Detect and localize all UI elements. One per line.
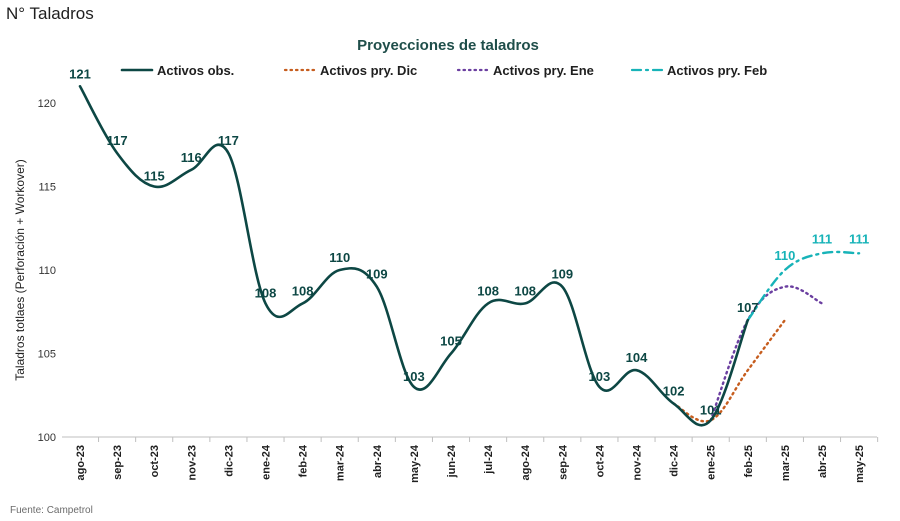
source-note: Fuente: Campetrol [10, 505, 93, 516]
x-tick-label: ago-23 [75, 445, 87, 480]
x-tick-label: oct-24 [594, 444, 606, 477]
x-tick-label: dic-24 [669, 444, 681, 477]
x-tick-label: ene-24 [261, 444, 273, 480]
series-group [78, 85, 861, 427]
axes: 100 105 110 115 120 ago-23 sep-23 oct-23 nov-23 d… [38, 98, 879, 483]
data-label: 108 [292, 283, 314, 298]
chart-title: Proyecciones de taladros [357, 37, 539, 54]
y-tick-label: 100 [38, 432, 56, 444]
x-tick-label: may-25 [854, 445, 866, 483]
x-tick-label: feb-25 [743, 445, 755, 477]
y-tick-label: 115 [38, 182, 56, 194]
x-tick-label: may-24 [409, 444, 421, 483]
y-axis-label: Taladros totlaes (Perforación + Workover… [13, 159, 27, 381]
series-line-1 [672, 318, 787, 423]
x-tick-label: dic-23 [223, 445, 235, 477]
legend-label: Activos pry. Feb [667, 63, 767, 78]
x-tick-label: feb-24 [298, 444, 310, 477]
data-labels: 121 117 115 116 117 108 108 110 109 103 105 108 108 1… [69, 66, 869, 417]
data-label: 115 [144, 169, 165, 184]
data-label: 102 [663, 384, 685, 399]
data-label: 117 [107, 133, 128, 148]
data-label: 116 [181, 150, 202, 165]
legend-label: Activos pry. Ene [493, 63, 594, 78]
x-tick-label: oct-23 [149, 445, 161, 477]
series-line-2 [709, 285, 824, 422]
data-label-feb: 111 [812, 231, 832, 246]
x-tick-label: jun-24 [446, 444, 458, 478]
x-tick-label: nov-23 [186, 445, 198, 480]
x-tick-label: ago-24 [520, 444, 532, 480]
y-tick-label: 120 [38, 98, 56, 110]
data-label: 108 [255, 285, 277, 300]
page-title: N° Taladros [6, 4, 94, 23]
data-label: 108 [514, 283, 536, 298]
data-label-feb: 110 [774, 248, 795, 263]
data-label: 109 [551, 267, 573, 282]
data-label: 110 [329, 250, 350, 265]
data-label: 117 [218, 133, 239, 148]
data-label: 105 [440, 334, 462, 349]
data-label: 104 [626, 350, 648, 365]
data-label: 109 [366, 267, 388, 282]
x-tick-label: ene-25 [706, 445, 718, 480]
x-tick-label: sep-23 [112, 445, 124, 480]
x-tick-label: nov-24 [632, 444, 644, 480]
data-label: 103 [403, 369, 425, 384]
data-label: 101 [700, 402, 722, 417]
y-tick-label: 105 [38, 349, 56, 361]
legend-label: Activos pry. Dic [320, 63, 417, 78]
x-tick-label: abr-25 [817, 445, 829, 478]
x-tick-label: abr-24 [372, 444, 384, 478]
series-line-0 [78, 85, 750, 427]
legend: Activos obs. Activos pry. Dic Activos pry.… [120, 63, 767, 78]
x-tick-label: mar-24 [335, 444, 347, 481]
data-label: 103 [589, 369, 611, 384]
x-tick-label: jul-24 [483, 444, 495, 475]
y-tick-label: 110 [38, 265, 56, 277]
data-label: 121 [69, 66, 91, 81]
data-label: 108 [477, 283, 499, 298]
x-tick-label: sep-24 [557, 444, 569, 480]
data-label-feb: 111 [849, 231, 869, 246]
x-tick-label: mar-25 [780, 445, 792, 481]
legend-label: Activos obs. [157, 63, 234, 78]
data-label: 107 [737, 300, 759, 315]
series-line-3 [746, 250, 861, 322]
